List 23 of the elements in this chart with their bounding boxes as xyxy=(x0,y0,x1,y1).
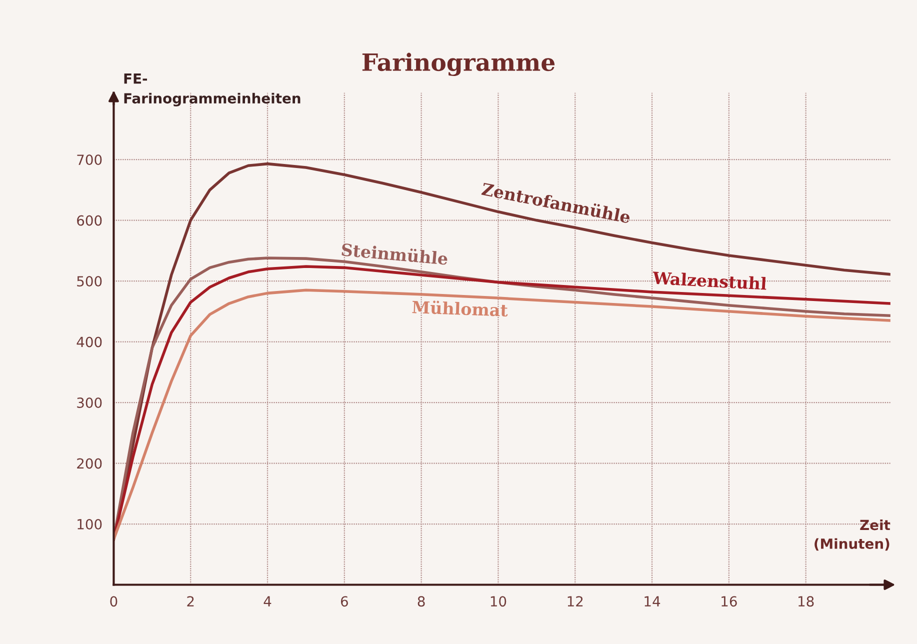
x-tick-label: 16 xyxy=(722,596,737,607)
y-tick-label: 300 xyxy=(77,397,102,408)
x-tick-label: 18 xyxy=(798,596,814,607)
x-axis-title: Zeit (Minuten) xyxy=(814,519,890,551)
series-label: Steinmühle xyxy=(341,242,448,266)
y-tick-label: 500 xyxy=(77,276,102,287)
y-tick-label: 200 xyxy=(77,458,102,469)
x-tick-label: 8 xyxy=(418,596,425,607)
x-tick-label: 4 xyxy=(264,596,272,606)
x-tick-label: 10 xyxy=(490,596,506,607)
x-tick-label: 6 xyxy=(340,596,348,607)
y-tick-label: 100 xyxy=(78,518,102,530)
y-tick-label: 400 xyxy=(76,336,102,348)
chart-title: Farinogramme xyxy=(362,52,555,76)
y-axis-title: FE- Farinogrammeinheiten xyxy=(124,73,300,106)
y-tick-label: 700 xyxy=(77,154,102,166)
x-tick-label: 0 xyxy=(110,596,118,607)
x-tick-label: 12 xyxy=(568,596,583,606)
series-label: Mühlomat xyxy=(412,300,508,317)
x-tick-label: 14 xyxy=(644,596,660,606)
y-tick-label: 600 xyxy=(77,215,102,226)
x-tick-label: 2 xyxy=(187,596,194,606)
series-label: Walzenstuhl xyxy=(652,271,767,290)
